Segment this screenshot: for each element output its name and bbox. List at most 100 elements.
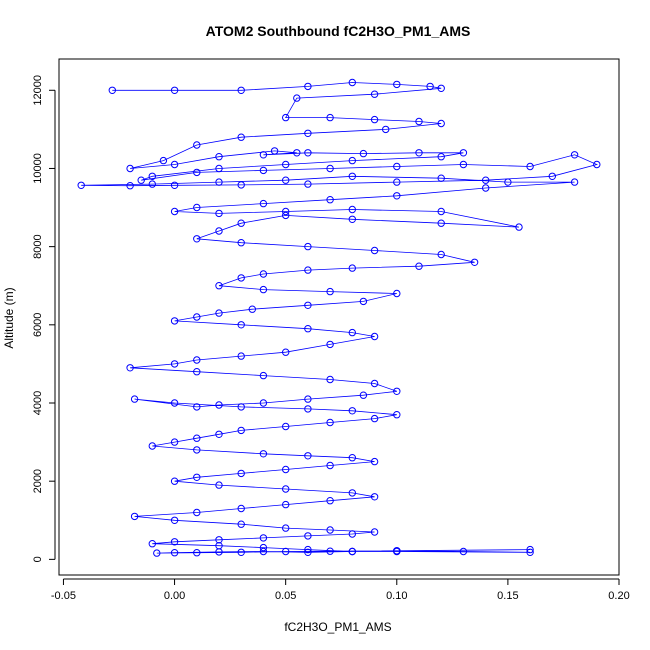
data-point	[370, 90, 379, 98]
data-point	[215, 401, 223, 409]
data-point	[370, 332, 379, 341]
data-point	[259, 547, 268, 556]
x-tick-label: 0.10	[386, 590, 407, 602]
data-point	[193, 313, 201, 321]
x-tick-label: 0.00	[164, 590, 185, 602]
data-point	[237, 504, 245, 513]
data-point	[215, 481, 223, 489]
y-tick-label: 6000	[32, 313, 44, 337]
data-point	[130, 395, 139, 403]
data-point	[170, 399, 179, 407]
data-point	[193, 168, 201, 177]
data-point	[515, 223, 523, 231]
data-point	[237, 181, 245, 189]
data-point	[237, 274, 245, 282]
data-point	[370, 414, 379, 423]
y-tick-label: 2000	[32, 469, 44, 493]
data-point	[193, 446, 201, 454]
data-point	[415, 149, 423, 157]
data-point	[215, 227, 223, 235]
data-point	[170, 181, 179, 190]
data-point	[259, 450, 268, 458]
data-point	[482, 184, 490, 192]
data-point	[393, 411, 401, 419]
data-point	[348, 407, 356, 415]
data-point	[304, 532, 312, 540]
data-point	[304, 242, 312, 251]
data-point	[348, 215, 356, 224]
data-point	[348, 78, 356, 87]
data-point	[304, 405, 312, 413]
data-point	[259, 534, 268, 542]
data-point	[282, 211, 290, 220]
data-point	[415, 117, 423, 126]
data-point	[282, 348, 290, 356]
data-point	[437, 174, 445, 182]
data-point	[237, 520, 245, 528]
data-point	[370, 493, 379, 501]
data-point	[326, 340, 334, 349]
data-point	[282, 465, 290, 474]
data-point	[348, 489, 356, 497]
data-point	[259, 371, 268, 380]
data-point	[426, 82, 434, 91]
data-point	[259, 151, 268, 159]
data-point	[526, 548, 534, 556]
data-point	[215, 178, 223, 186]
series-line	[81, 82, 599, 554]
data-point	[393, 192, 401, 200]
data-point	[359, 391, 368, 399]
data-point	[393, 80, 401, 89]
data-point	[193, 356, 201, 364]
data-point	[526, 545, 534, 554]
data-point	[215, 209, 223, 218]
y-axis-label: Altitude (m)	[2, 287, 16, 348]
data-point	[437, 250, 445, 259]
data-point	[193, 141, 201, 149]
data-point	[326, 375, 334, 384]
data-point	[304, 545, 312, 554]
data-point	[282, 422, 290, 431]
data-point	[270, 147, 279, 155]
data-point	[259, 399, 268, 407]
data-point	[370, 379, 379, 388]
data-point	[370, 246, 379, 255]
data-point	[126, 182, 134, 190]
data-point	[193, 203, 201, 212]
data-point	[393, 547, 401, 555]
data-point	[359, 297, 368, 306]
data-point	[437, 219, 445, 227]
data-point	[348, 264, 356, 272]
data-point	[237, 426, 245, 435]
data-point	[170, 317, 179, 325]
data-point	[370, 457, 379, 466]
data-point	[382, 125, 390, 134]
data-point	[153, 549, 161, 557]
data-point	[126, 164, 134, 173]
y-tick-label: 10000	[32, 153, 44, 184]
data-point	[282, 160, 290, 169]
data-point	[148, 442, 157, 450]
x-axis: -0.05 0.00 0.05 0.10 0.15 0.20	[51, 578, 630, 602]
y-tick-label: 12000	[32, 75, 44, 106]
data-point	[437, 207, 445, 216]
data-point	[159, 156, 168, 165]
data-point	[459, 547, 468, 556]
data-point	[459, 160, 468, 169]
data-point	[282, 524, 290, 532]
data-point	[482, 176, 490, 184]
data-point	[526, 162, 534, 171]
data-point	[326, 526, 334, 534]
data-point	[393, 162, 401, 171]
data-point	[170, 360, 179, 368]
data-point	[215, 548, 223, 556]
data-point	[215, 164, 223, 173]
data-point	[548, 172, 556, 181]
data-point	[108, 86, 117, 95]
data-point	[193, 368, 201, 376]
data-point	[170, 538, 179, 546]
data-point	[359, 149, 368, 158]
data-point	[348, 530, 356, 538]
data-point	[170, 207, 179, 216]
